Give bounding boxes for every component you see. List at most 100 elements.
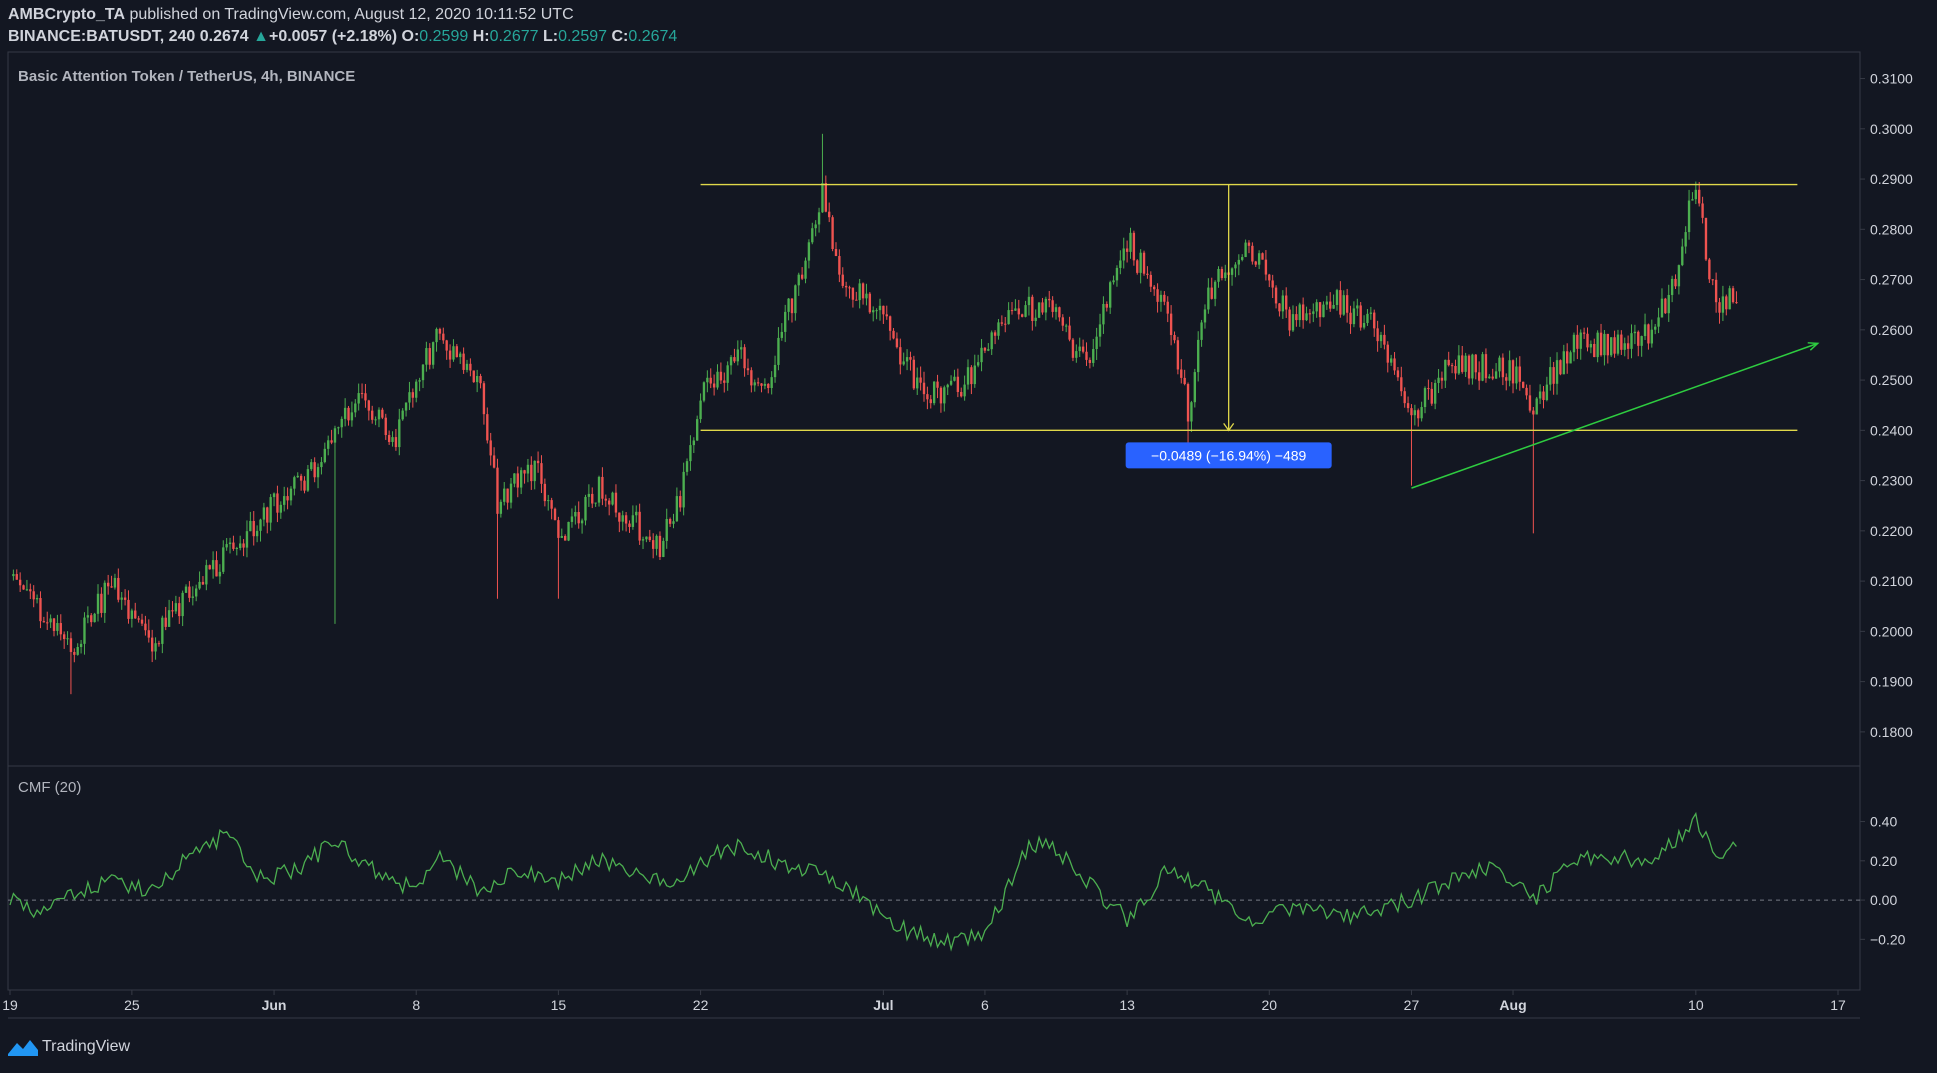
candle-body[interactable]	[279, 504, 282, 513]
candle-body[interactable]	[401, 410, 404, 420]
candle-body[interactable]	[1454, 365, 1457, 374]
candle-body[interactable]	[1234, 264, 1237, 269]
candle-body[interactable]	[719, 371, 723, 381]
candle-body[interactable]	[790, 298, 794, 314]
candle-body[interactable]	[1701, 203, 1704, 218]
candle-body[interactable]	[1410, 408, 1413, 416]
candle-body[interactable]	[381, 409, 384, 418]
candle-body[interactable]	[52, 618, 56, 631]
candle-body[interactable]	[1000, 322, 1004, 324]
candle-body[interactable]	[1728, 288, 1731, 310]
candle-body[interactable]	[665, 519, 668, 541]
candle-body[interactable]	[421, 364, 425, 381]
candle-body[interactable]	[1203, 309, 1207, 323]
candle-body[interactable]	[1403, 391, 1406, 404]
candle-body[interactable]	[621, 515, 624, 522]
candle-body[interactable]	[1061, 317, 1064, 326]
candle-body[interactable]	[184, 586, 188, 593]
candle-body[interactable]	[1305, 313, 1308, 321]
candle-body[interactable]	[1467, 355, 1471, 379]
candle-body[interactable]	[245, 531, 249, 548]
candle-body[interactable]	[648, 536, 651, 541]
candle-body[interactable]	[1735, 302, 1738, 304]
candle-body[interactable]	[1383, 334, 1386, 345]
candle-body[interactable]	[1433, 382, 1437, 404]
candle-body[interactable]	[570, 516, 574, 522]
candle-body[interactable]	[824, 183, 828, 212]
candle-body[interactable]	[1041, 302, 1044, 313]
candle-body[interactable]	[350, 412, 354, 421]
candle-body[interactable]	[310, 462, 313, 470]
candle-body[interactable]	[787, 298, 790, 312]
candle-body[interactable]	[1430, 388, 1433, 404]
candle-body[interactable]	[1362, 322, 1366, 328]
candle-body[interactable]	[499, 501, 503, 514]
candle-body[interactable]	[327, 440, 330, 449]
candle-body[interactable]	[1136, 260, 1139, 273]
candle-body[interactable]	[1356, 305, 1359, 309]
candle-body[interactable]	[347, 407, 350, 421]
candle-body[interactable]	[1613, 337, 1616, 354]
candle-body[interactable]	[167, 610, 171, 627]
candle-body[interactable]	[1420, 407, 1423, 419]
candle-body[interactable]	[932, 381, 936, 404]
candle-body[interactable]	[1359, 305, 1362, 328]
candle-body[interactable]	[90, 615, 93, 623]
drawings-layer[interactable]: −0.0489 (−16.94%) −489	[700, 183, 1820, 489]
candle-body[interactable]	[1166, 301, 1169, 314]
candle-body[interactable]	[1566, 351, 1569, 364]
candle-body[interactable]	[1593, 343, 1596, 358]
candle-body[interactable]	[1549, 367, 1552, 385]
candle-body[interactable]	[489, 440, 492, 456]
candle-body[interactable]	[1484, 354, 1488, 379]
candle-body[interactable]	[343, 407, 347, 419]
candle-body[interactable]	[496, 467, 499, 514]
candle-body[interactable]	[1518, 366, 1521, 382]
candle-body[interactable]	[882, 305, 885, 315]
candle-body[interactable]	[1423, 388, 1427, 408]
candle-body[interactable]	[1525, 387, 1528, 396]
candle-body[interactable]	[614, 492, 618, 513]
candle-body[interactable]	[1153, 286, 1156, 290]
candle-body[interactable]	[1491, 376, 1494, 379]
candle-body[interactable]	[1427, 388, 1430, 390]
candle-body[interactable]	[540, 463, 543, 484]
candle-body[interactable]	[1345, 295, 1349, 313]
candle-body[interactable]	[1085, 351, 1088, 360]
candle-body[interactable]	[1572, 334, 1576, 353]
candle-body[interactable]	[1244, 242, 1247, 258]
candle-body[interactable]	[303, 480, 306, 491]
candle-body[interactable]	[394, 437, 398, 448]
candle-body[interactable]	[597, 476, 601, 503]
candle-body[interactable]	[225, 544, 228, 548]
candle-body[interactable]	[18, 579, 22, 586]
candle-body[interactable]	[205, 565, 208, 585]
candle-body[interactable]	[1599, 332, 1603, 356]
candle-body[interactable]	[1481, 354, 1484, 381]
candle-body[interactable]	[1054, 307, 1058, 312]
candle-body[interactable]	[1017, 308, 1020, 315]
candle-body[interactable]	[706, 377, 709, 383]
candle-body[interactable]	[1159, 294, 1163, 302]
candle-body[interactable]	[235, 547, 238, 549]
candle-body[interactable]	[1122, 248, 1125, 261]
candle-body[interactable]	[892, 330, 895, 339]
candle-body[interactable]	[679, 496, 682, 508]
candle-body[interactable]	[1295, 314, 1298, 321]
candle-body[interactable]	[916, 377, 919, 389]
candle-body[interactable]	[858, 283, 861, 301]
candle-body[interactable]	[1342, 295, 1345, 315]
candle-body[interactable]	[465, 363, 469, 370]
candle-body[interactable]	[983, 347, 987, 351]
candle-body[interactable]	[1691, 199, 1694, 201]
candle-body[interactable]	[1670, 278, 1674, 295]
candle-body[interactable]	[59, 623, 62, 635]
candle-body[interactable]	[587, 493, 591, 497]
candle-body[interactable]	[1115, 267, 1119, 281]
candle-body[interactable]	[905, 357, 909, 362]
candle-body[interactable]	[1511, 360, 1515, 384]
candle-body[interactable]	[1020, 314, 1024, 317]
candle-body[interactable]	[313, 462, 316, 478]
candle-body[interactable]	[817, 212, 821, 225]
